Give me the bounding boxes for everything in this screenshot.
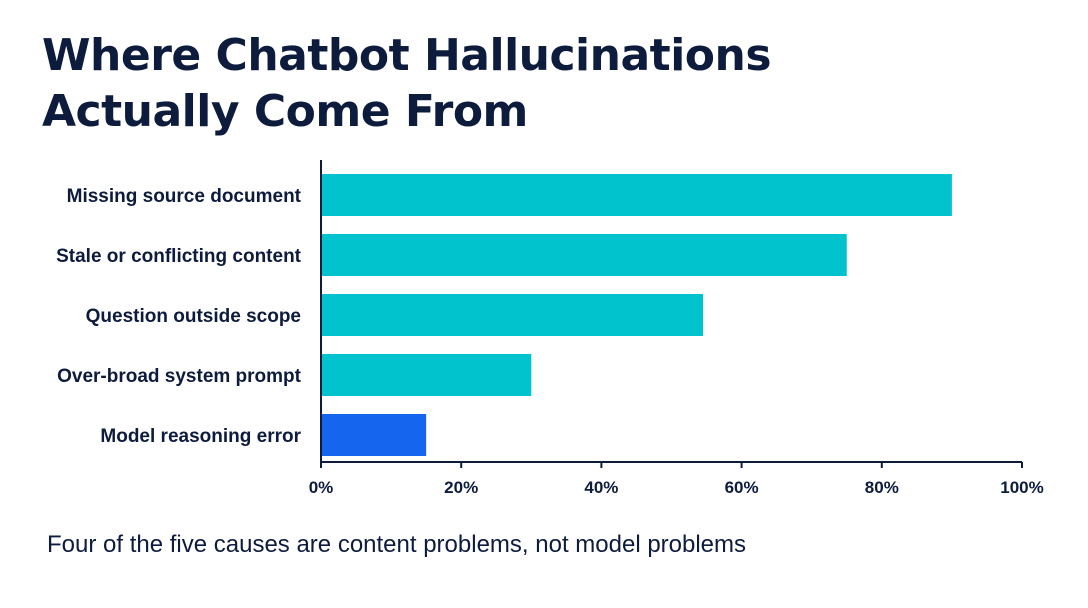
x-tick-label: 40% xyxy=(584,478,618,497)
x-tick-label: 100% xyxy=(1000,478,1043,497)
category-label: Question outside scope xyxy=(86,306,301,327)
bar-chart: Missing source document Stale or conflict… xyxy=(56,160,1044,497)
chart-title: Where Chatbot Hallucinations Actually Co… xyxy=(42,28,1042,140)
bar-missing-source-document xyxy=(321,174,952,216)
category-label: Over-broad system prompt xyxy=(57,366,302,387)
chart-title-line-2: Actually Come From xyxy=(42,86,528,137)
bar-question-outside-scope xyxy=(321,294,704,336)
bar-over-broad-system-prompt xyxy=(321,354,532,396)
x-tick-label: 20% xyxy=(444,478,478,497)
x-tick-label: 60% xyxy=(725,478,759,497)
category-label: Missing source document xyxy=(67,186,302,207)
chart-subtitle: Four of the five causes are content prob… xyxy=(47,531,747,558)
bar-model-reasoning-error xyxy=(321,414,427,456)
x-tick-label: 80% xyxy=(865,478,899,497)
x-tick-label: 0% xyxy=(309,478,334,497)
bar-stale-or-conflicting-content xyxy=(321,234,847,276)
category-label: Model reasoning error xyxy=(100,426,301,447)
category-label: Stale or conflicting content xyxy=(56,246,302,267)
chart-title-line-1: Where Chatbot Hallucinations xyxy=(42,30,772,81)
